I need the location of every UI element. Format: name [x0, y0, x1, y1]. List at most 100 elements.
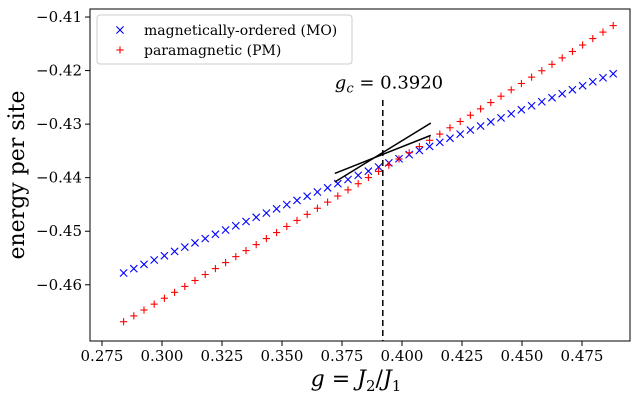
legend: magnetically-ordered (MO) paramagnetic (P… — [96, 14, 353, 65]
y-axis-label: energy per site — [5, 90, 30, 259]
data-point — [129, 264, 138, 273]
data-point — [558, 54, 566, 62]
y-tick-label: −0.43 — [36, 115, 82, 133]
data-point — [191, 238, 199, 247]
xlabel-j1-sub: 1 — [392, 377, 402, 393]
data-point — [211, 230, 220, 239]
data-point — [303, 192, 312, 201]
marker-stroke — [293, 196, 301, 205]
x-tick-label: 0.350 — [261, 347, 304, 365]
data-point — [140, 306, 148, 314]
data-point — [119, 269, 128, 277]
y-tick-label: −0.41 — [36, 8, 82, 26]
data-point — [120, 318, 128, 326]
data-point — [426, 136, 434, 144]
marker-stroke — [170, 247, 179, 256]
marker-stroke — [599, 73, 607, 82]
data-point — [415, 146, 424, 155]
annotation-sub: c — [346, 81, 354, 96]
data-point — [222, 259, 230, 267]
data-point — [262, 234, 270, 243]
marker-stroke — [231, 221, 240, 230]
data-point — [354, 171, 363, 180]
data-point — [477, 105, 485, 113]
data-point — [456, 117, 464, 126]
x-tick-label: 0.400 — [381, 347, 424, 365]
data-point — [150, 256, 159, 265]
xlabel-j2-sub: 2 — [366, 377, 376, 393]
x-tick-label: 0.450 — [501, 347, 544, 365]
data-point — [558, 89, 567, 98]
annotation-value: 0.3920 — [380, 72, 443, 93]
data-point — [415, 142, 423, 151]
data-point — [507, 109, 516, 118]
data-point — [293, 196, 301, 205]
data-point — [527, 101, 536, 110]
marker-stroke — [129, 264, 138, 273]
y-tick-label: −0.45 — [36, 222, 82, 240]
data-point — [385, 161, 393, 169]
marker-stroke — [211, 230, 220, 239]
data-point — [609, 69, 618, 78]
annotation-eq: = — [354, 72, 381, 93]
marker-stroke — [221, 226, 230, 235]
data-point — [242, 217, 250, 226]
y-tick-label: −0.42 — [36, 62, 82, 80]
data-point — [262, 209, 271, 218]
data-point — [517, 79, 525, 88]
series-pm — [120, 22, 617, 326]
marker-stroke — [497, 113, 505, 122]
x-tick-label: 0.300 — [141, 347, 184, 365]
data-point — [538, 67, 546, 75]
data-point — [568, 85, 577, 94]
x-tick-label: 0.475 — [561, 347, 604, 365]
data-point — [140, 260, 148, 269]
marker-stroke — [537, 97, 546, 106]
marker-stroke — [374, 163, 383, 172]
x-tick-label: 0.375 — [321, 347, 364, 365]
marker-stroke — [201, 234, 210, 243]
data-point — [191, 276, 199, 285]
data-point — [364, 173, 372, 182]
data-point — [517, 105, 526, 114]
marker-stroke — [466, 126, 475, 135]
data-point — [252, 213, 261, 222]
data-point — [130, 312, 138, 320]
data-point — [436, 130, 444, 138]
marker-stroke — [507, 109, 516, 118]
data-point — [201, 234, 210, 243]
data-point — [537, 97, 546, 106]
data-point — [507, 86, 515, 94]
data-point — [435, 138, 444, 147]
plot-frame — [89, 8, 631, 342]
marker-stroke — [242, 217, 250, 226]
data-point — [242, 247, 250, 255]
data-point — [273, 228, 281, 237]
data-point — [181, 282, 189, 291]
data-point — [395, 155, 403, 163]
data-point — [375, 167, 383, 175]
data-point — [323, 183, 332, 192]
data-point — [180, 243, 189, 252]
x-tick-label: 0.275 — [81, 347, 124, 365]
xlabel-j1: J — [379, 367, 393, 392]
data-point — [589, 34, 597, 43]
xlabel-g: g — [311, 367, 325, 392]
data-point — [466, 126, 475, 135]
marker-stroke — [272, 204, 281, 213]
marker-stroke — [415, 146, 424, 155]
data-point — [272, 204, 281, 213]
critical-point-annotation: gc = 0.3920 — [335, 72, 443, 96]
data-point — [334, 192, 342, 200]
legend-label: paramagnetic (PM) — [144, 43, 281, 59]
xlabel-eq: = — [325, 367, 357, 392]
data-point — [476, 121, 485, 130]
series-mo — [119, 69, 618, 277]
marker-stroke — [160, 251, 169, 260]
data-point — [446, 134, 454, 143]
data-point — [313, 188, 322, 197]
marker-stroke — [333, 179, 342, 188]
marker-stroke — [568, 85, 577, 94]
data-point — [579, 41, 587, 49]
marker-stroke — [517, 105, 526, 114]
